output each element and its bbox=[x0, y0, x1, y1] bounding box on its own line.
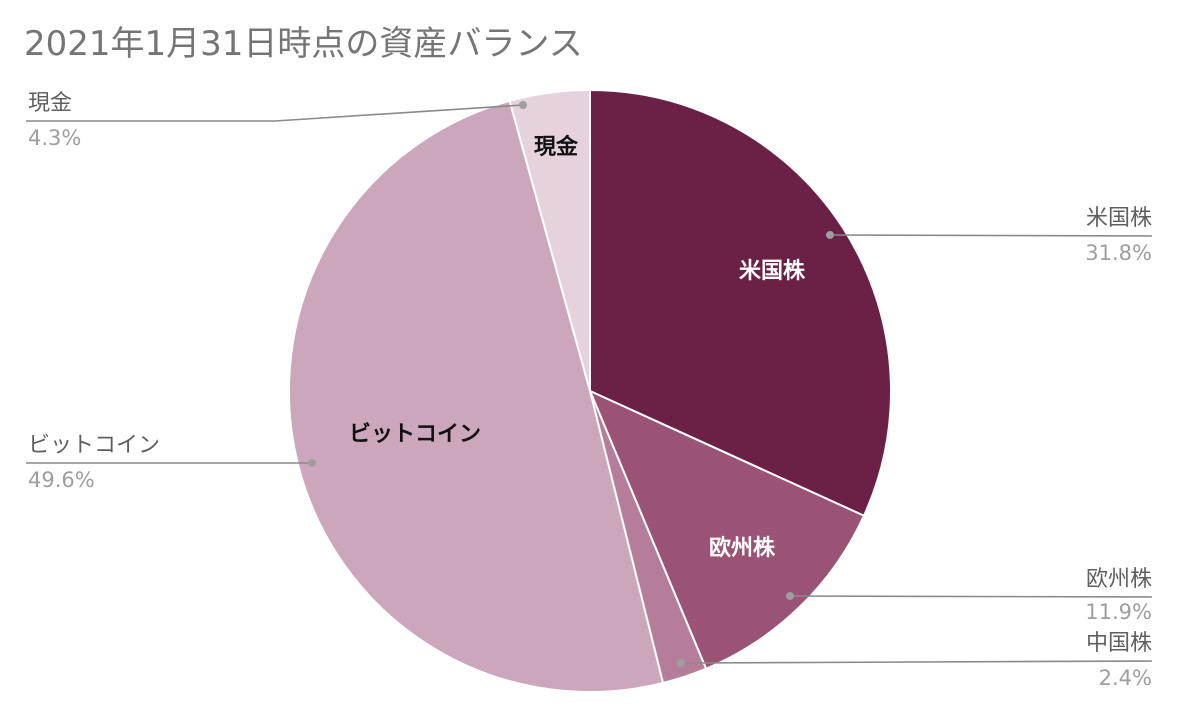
callout-dot-2 bbox=[677, 659, 685, 667]
pie-slice-3 bbox=[287, 99, 665, 694]
callout-line-0 bbox=[829, 234, 1153, 237]
pie-slice-4 bbox=[508, 88, 591, 392]
slice-label-1: 欧州株 bbox=[709, 535, 776, 561]
pie-slices bbox=[287, 88, 892, 694]
callout-pct-4: 4.3% bbox=[28, 126, 81, 150]
pie-slice-0 bbox=[589, 88, 892, 518]
callout-pct-2: 2.4% bbox=[1099, 666, 1152, 690]
callout-dot-4 bbox=[519, 101, 527, 109]
callout-name-2: 中国株 bbox=[1086, 631, 1152, 656]
pie-slice-1 bbox=[588, 389, 866, 671]
callout-name-4: 現金 bbox=[28, 91, 72, 116]
slice-label-3: ビットコイン bbox=[349, 422, 481, 447]
callout-dot-3 bbox=[308, 459, 316, 467]
callout-dot-0 bbox=[826, 231, 834, 239]
callout-name-3: ビットコイン bbox=[28, 433, 160, 458]
callout-line-4 bbox=[26, 104, 524, 122]
callout-pct-1: 11.9% bbox=[1085, 600, 1152, 624]
callout-name-0: 米国株 bbox=[1086, 206, 1152, 231]
callout-pct-3: 49.6% bbox=[28, 468, 95, 492]
slice-label-0: 米国株 bbox=[739, 259, 806, 284]
chart-title: 2021年1月31日時点の資産バランス bbox=[24, 24, 583, 64]
callout-line-2 bbox=[680, 660, 1153, 664]
callout-name-1: 欧州株 bbox=[1086, 567, 1152, 592]
slice-label-4: 現金 bbox=[534, 134, 579, 160]
callout-line-1 bbox=[789, 595, 1153, 598]
callouts: 米国株 31.8% 欧州株 11.9% 中国株 2.4% ビットコイン 49.6% 現金 4.3% bbox=[26, 91, 1153, 690]
callout-dot-1 bbox=[786, 592, 794, 600]
callout-pct-0: 31.8% bbox=[1085, 241, 1152, 265]
